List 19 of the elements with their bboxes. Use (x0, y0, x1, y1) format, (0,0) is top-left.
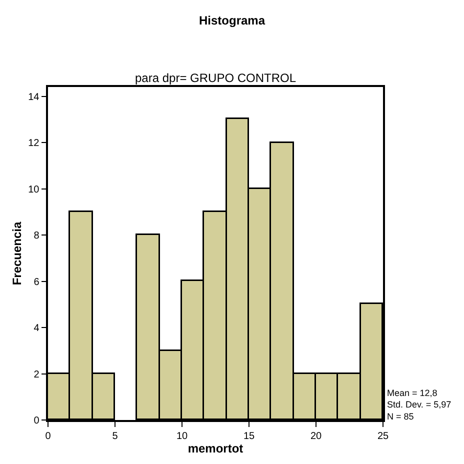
y-tick-label: 4 (34, 323, 40, 334)
x-axis-title: memortot (188, 442, 244, 456)
x-tick-label: 5 (112, 430, 118, 442)
y-axis-title: Frecuencia (10, 222, 24, 286)
chart-subtitle: para dpr= GRUPO CONTROL (135, 71, 296, 85)
x-tick-label: 15 (243, 430, 255, 442)
y-tick-label: 8 (34, 230, 40, 242)
x-tick-label: 10 (176, 430, 188, 442)
y-tick-label: 10 (28, 184, 40, 196)
x-tick-label: 20 (310, 430, 322, 442)
y-tick-label: 12 (28, 138, 40, 149)
x-tick-label: 0 (45, 430, 52, 442)
text: Mean = 12,8 Std. Dev. = 5,97 N = 85 (387, 388, 452, 422)
y-tick-label: 0 (34, 416, 40, 426)
y-tick-label: 6 (34, 276, 40, 288)
y-tick-label: 14 (28, 92, 40, 103)
chart-title: Histograma (198, 14, 266, 28)
y-tick-label: 2 (34, 369, 40, 380)
x-tick-label: 25 (377, 430, 389, 442)
